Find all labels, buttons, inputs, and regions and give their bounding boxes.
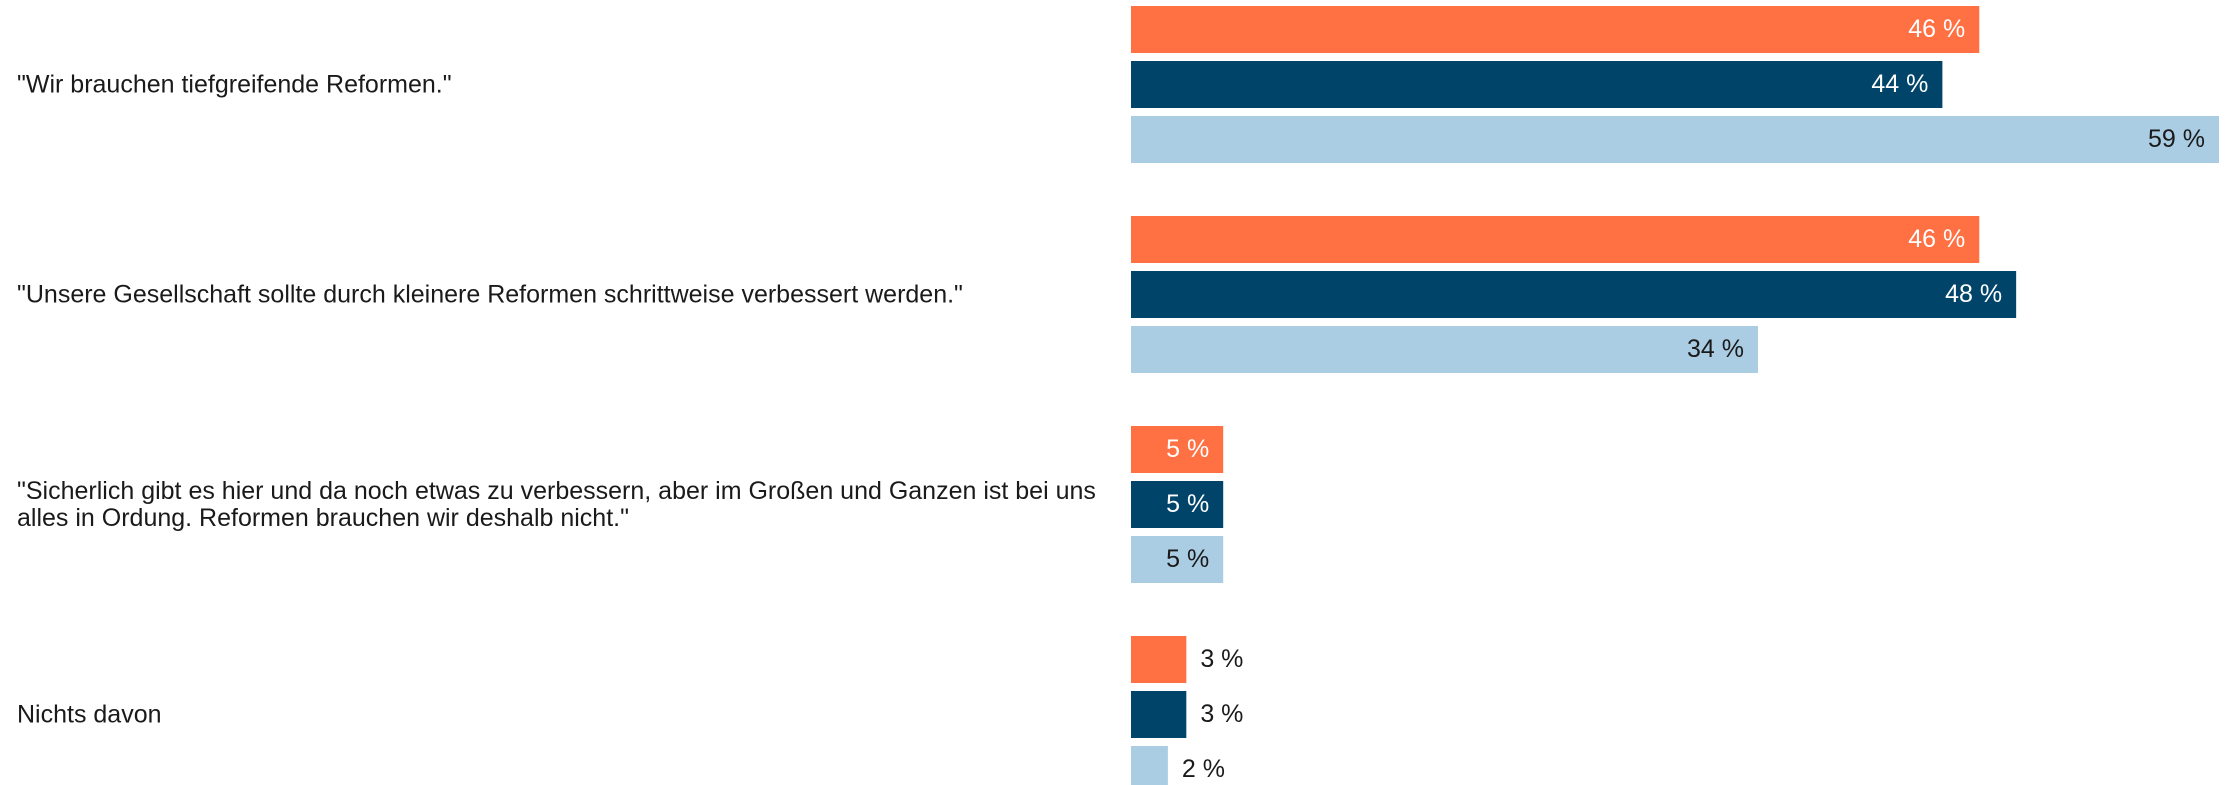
value-label: 5 % xyxy=(1166,545,1209,573)
bar xyxy=(1131,326,1758,373)
value-label: 44 % xyxy=(1871,70,1928,98)
bar xyxy=(1131,746,1168,785)
bar xyxy=(1131,481,1224,528)
bar xyxy=(1131,6,1980,53)
value-label: 59 % xyxy=(2148,125,2205,153)
value-label: 48 % xyxy=(1945,280,2002,308)
bar xyxy=(1131,636,1187,683)
bar xyxy=(1131,216,1980,263)
category-label: "Unsere Gesellschaft sollte durch kleine… xyxy=(17,280,963,308)
bar xyxy=(1131,691,1187,738)
value-label: 46 % xyxy=(1908,15,1965,43)
value-label: 46 % xyxy=(1908,225,1965,253)
value-label: 5 % xyxy=(1166,490,1209,518)
bar xyxy=(1131,61,1943,108)
category-label: Nichts davon xyxy=(17,700,162,728)
value-label: 3 % xyxy=(1200,700,1243,728)
category-label: "Sicherlich gibt es hier und da noch etw… xyxy=(17,476,1096,532)
value-label: 3 % xyxy=(1200,645,1243,673)
value-label: 2 % xyxy=(1182,755,1225,783)
bar xyxy=(1131,116,2219,163)
bar xyxy=(1131,536,1224,583)
bar xyxy=(1131,271,2017,318)
value-label: 34 % xyxy=(1687,335,1744,363)
bar xyxy=(1131,426,1224,473)
value-label: 5 % xyxy=(1166,435,1209,463)
category-label: "Wir brauchen tiefgreifende Reformen." xyxy=(17,70,452,98)
